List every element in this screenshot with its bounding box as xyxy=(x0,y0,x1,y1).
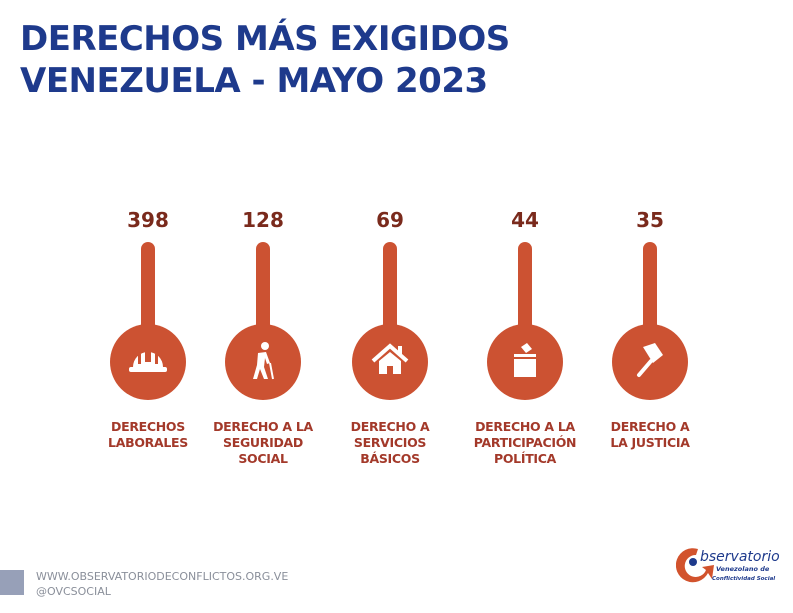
page-title: DERECHOS MÁS EXIGIDOS VENEZUELA - MAYO 20… xyxy=(20,18,510,102)
footer: WWW.OBSERVATORIODECONFLICTOS.ORG.VE @OVC… xyxy=(36,569,288,599)
lollipop-item: 128 DERECHO A LA SEGURIDAD SOCIAL xyxy=(188,208,338,467)
logo-text: bservatorio xyxy=(700,549,780,565)
title-line-2: VENEZUELA - MAYO 2023 xyxy=(20,61,488,101)
observatorio-logo: bservatorio Venezolano de Conflictividad… xyxy=(676,548,780,583)
value-label: 35 xyxy=(636,208,664,232)
lollipop-circle xyxy=(612,324,688,400)
lollipop-circle xyxy=(110,324,186,400)
gavel-icon xyxy=(627,337,673,387)
category-label: DERECHO A LA JUSTICIA xyxy=(610,419,690,450)
value-label: 398 xyxy=(127,208,169,232)
lollipop-item: 69 DERECHO A SERVICIOS BÁSICOS xyxy=(315,208,465,467)
lollipop-circle xyxy=(352,324,428,400)
value-label: 128 xyxy=(242,208,284,232)
elderly-person-cane-icon xyxy=(240,337,286,387)
value-label: 44 xyxy=(511,208,539,232)
hard-hat-icon xyxy=(125,337,171,387)
website-link[interactable]: WWW.OBSERVATORIODECONFLICTOS.ORG.VE xyxy=(36,570,289,583)
lollipop-circle xyxy=(225,324,301,400)
ballot-box-icon xyxy=(502,337,548,387)
lollipop-stem xyxy=(643,242,657,332)
category-label: DERECHO A LA SEGURIDAD SOCIAL xyxy=(213,419,313,466)
lollipop-item: 35 DERECHO A LA JUSTICIA xyxy=(575,208,725,451)
logo-line-3: Conflictividad Social xyxy=(712,576,775,582)
lollipop-circle xyxy=(487,324,563,400)
house-icon xyxy=(367,337,413,387)
category-label: DERECHO A LA PARTICIPACIÓN POLÍTICA xyxy=(473,419,577,466)
value-label: 69 xyxy=(376,208,404,232)
category-label: DERECHOS LABORALES xyxy=(108,419,188,450)
lollipop-item: 44 DERECHO A LA PARTICIPACIÓN POLÍTICA xyxy=(450,208,600,467)
footer-square xyxy=(0,570,24,595)
lollipop-stem xyxy=(518,242,532,332)
social-handle[interactable]: @OVCSOCIAL xyxy=(36,585,111,598)
logo-line-2: Venezolano de xyxy=(716,565,770,573)
lollipop-stem xyxy=(256,242,270,332)
lollipop-item: 398 DERECHOS LABORALES xyxy=(73,208,223,451)
category-label: DERECHO A SERVICIOS BÁSICOS xyxy=(350,419,430,466)
lollipop-stem xyxy=(141,242,155,332)
lollipop-stem xyxy=(383,242,397,332)
title-line-1: DERECHOS MÁS EXIGIDOS xyxy=(20,19,510,59)
